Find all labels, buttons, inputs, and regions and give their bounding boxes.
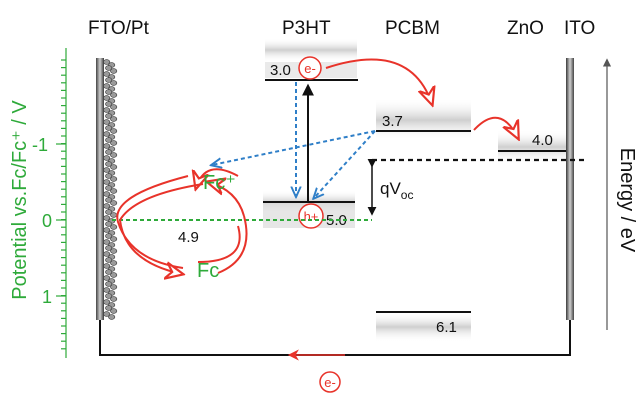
- pcbm-lumo-value: 3.7: [382, 113, 403, 130]
- voc-label: qVoc: [380, 179, 413, 202]
- pcbm-homo-value: 6.1: [436, 319, 457, 336]
- external-circuit-wire: [99, 320, 571, 356]
- fto-pt-electrode: [96, 58, 118, 320]
- fc-cycle-arrows: [119, 182, 248, 274]
- tick-label-0: 0: [42, 211, 52, 231]
- label-p3ht: P3HT: [282, 18, 331, 39]
- label-zno: ZnO: [507, 18, 544, 39]
- tick-label-minus-1: -1: [32, 135, 48, 155]
- fc-label: Fc: [197, 260, 219, 282]
- label-ito: ITO: [564, 18, 595, 39]
- electron-transfer-arrows: [116, 58, 518, 269]
- energy-axis-title: Energy / eV: [616, 148, 638, 253]
- ito-electrode: [566, 58, 574, 320]
- label-pcbm: PCBM: [385, 18, 440, 39]
- tick-label-1: 1: [42, 287, 52, 307]
- blue-charge-transfer-arrows: [212, 82, 376, 198]
- fc-plus-label: Fc⁺: [203, 172, 236, 194]
- svg-text:e-: e-: [324, 375, 336, 390]
- potential-axis-title: Potential vs.Fc/Fc⁺ / V: [9, 100, 31, 300]
- svg-text:e-: e-: [304, 61, 316, 76]
- circuit-electron: e-: [319, 371, 341, 393]
- zno-cb-value: 4.0: [532, 132, 553, 149]
- electron-p3ht: e-: [298, 56, 322, 80]
- potential-axis: [56, 48, 67, 358]
- svg-text:h+: h+: [304, 209, 319, 224]
- p3ht-lumo-value: 3.0: [270, 62, 291, 79]
- redox-value: 4.9: [178, 229, 199, 246]
- pcbm-homo-shade: [376, 312, 471, 342]
- hole-p3ht: h+: [298, 203, 324, 229]
- label-fto-pt: FTO/Pt: [88, 18, 150, 39]
